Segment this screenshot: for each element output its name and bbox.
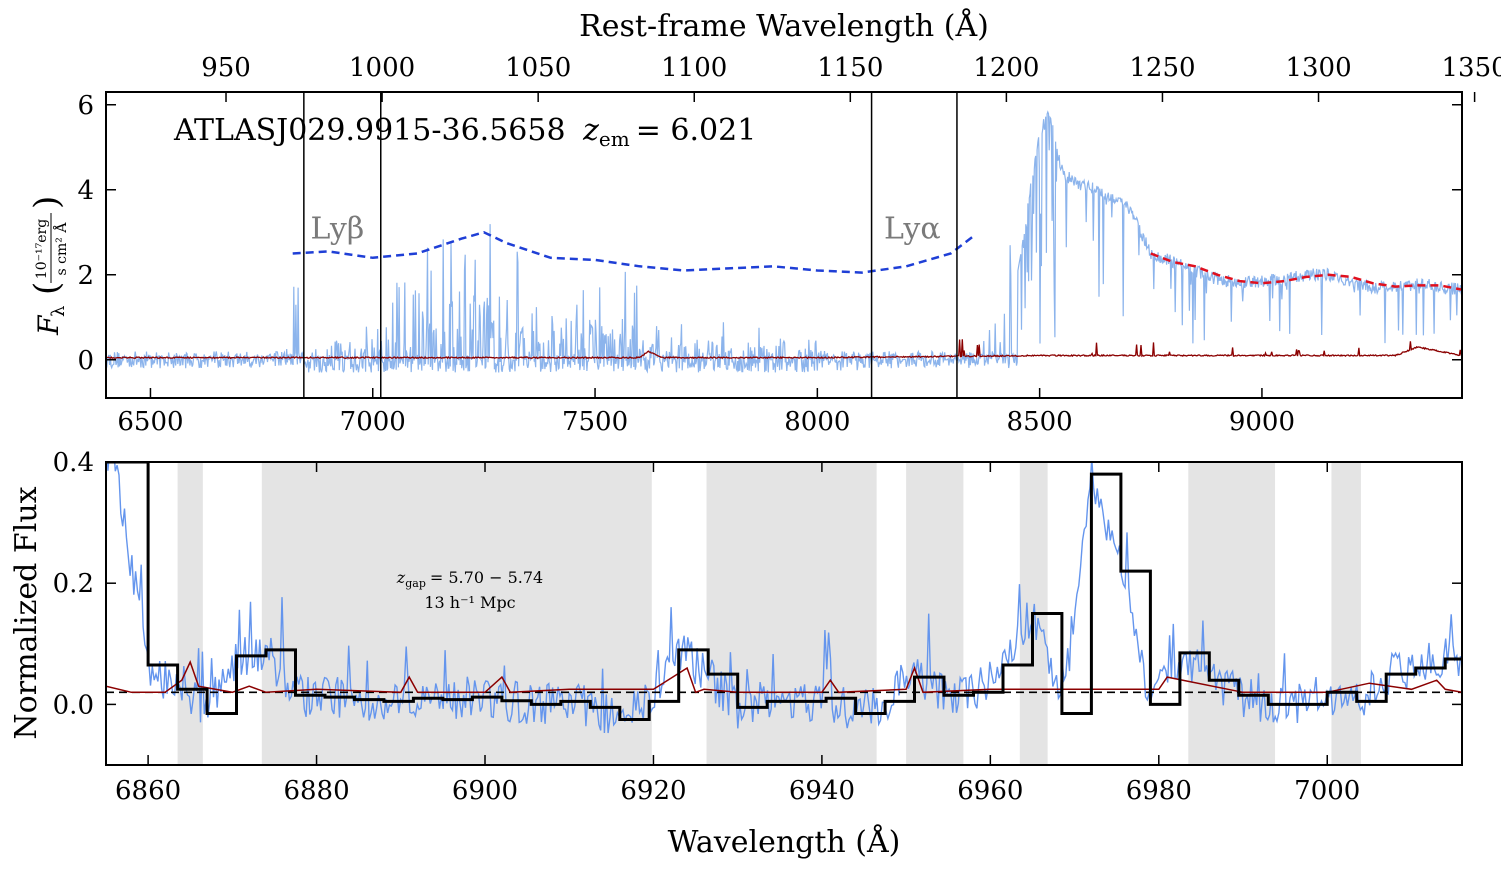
top-ytick-label-0: 0 [77, 346, 94, 376]
line-label-1: Lyα [884, 212, 941, 247]
line-label-0: Lyβ [311, 212, 365, 247]
top-xtick-label-0: 6500 [117, 407, 183, 437]
bottom-xtick-label-2: 6900 [452, 776, 518, 806]
rest-xtick-label-6: 1250 [1129, 53, 1195, 83]
bottom-xtick-label-5: 6960 [957, 776, 1023, 806]
bottom-ytick-label-0: 0.0 [53, 690, 94, 720]
rest-xtick-label-5: 1200 [973, 53, 1039, 83]
series-error [106, 339, 1462, 360]
bottom-xtick-label-6: 6980 [1126, 776, 1192, 806]
shaded-region-5 [1188, 462, 1276, 765]
bottom-xtick-label-1: 6880 [283, 776, 349, 806]
shaded-region-2 [706, 462, 877, 765]
top-xtick-label-5: 9000 [1229, 407, 1295, 437]
top-ytick-label-2: 4 [77, 176, 94, 206]
bottom-xtick-label-0: 6860 [115, 776, 181, 806]
svg-text:10⁻¹⁷erg: 10⁻¹⁷erg [34, 219, 50, 279]
bottom-xlabel: Wavelength (Å) [668, 824, 901, 860]
top-panel: 6500 7000 7500 8000 8500 9000 0 2 4 6 950 1000 1050 1… [27, 8, 1501, 437]
bottom-xtick-label-7: 7000 [1294, 776, 1360, 806]
rest-xtick-label-0: 950 [201, 53, 251, 83]
shaded-region-1 [261, 462, 652, 765]
bottom-xtick-label-4: 6940 [789, 776, 855, 806]
series-binned [106, 462, 1462, 721]
svg-text:F: F [32, 314, 65, 336]
top-xtick-label-2: 7500 [562, 407, 628, 437]
rest-xtick-label-7: 1300 [1285, 53, 1351, 83]
series-flux [106, 110, 1462, 374]
rest-xtick-label-3: 1100 [661, 53, 727, 83]
shaded-region-6 [1331, 462, 1361, 765]
svg-text:(: ( [27, 282, 67, 295]
bottom-panel: 6860 6880 6900 6920 6940 6960 6980 7000 0.0 0.2 0.… [9, 448, 1463, 860]
top-ytick-label-1: 2 [77, 261, 94, 291]
svg-text:s cm² Å: s cm² Å [52, 222, 70, 276]
shaded-region-3 [906, 462, 964, 765]
bottom-ytick-label-2: 0.4 [53, 448, 94, 478]
shaded-region-0 [177, 462, 203, 765]
top-xtick-label-3: 8000 [784, 407, 850, 437]
svg-text:λ: λ [48, 306, 69, 317]
top-ylabel: F λ ( 10⁻¹⁷erg s cm² Å ) [27, 196, 70, 336]
series-continuum-blue [292, 230, 974, 274]
rest-xtick-label-8: 1350 [1442, 53, 1501, 83]
top-ytick-label-3: 6 [77, 91, 94, 121]
top-axes-frame [105, 91, 1463, 399]
rest-xtick-label-1: 1000 [349, 53, 415, 83]
top-xtick-label-1: 7000 [340, 407, 406, 437]
top-annotation: ATLASJ029.9915-36.5658 zem = 6.021 [173, 113, 756, 151]
bottom-xtick-label-3: 6920 [620, 776, 686, 806]
bottom-ytick-label-1: 0.2 [53, 569, 94, 599]
svg-text:): ) [27, 196, 67, 209]
rest-xtick-label-4: 1150 [817, 53, 883, 83]
gap-annotation-line2: 13 h⁻¹ Mpc [424, 593, 515, 612]
series-bottom-flux [106, 462, 1462, 734]
gap-annotation-line1: zgap = 5.70 − 5.74 [396, 568, 543, 590]
top-xlabel: Rest-frame Wavelength (Å) [579, 8, 989, 44]
bottom-ylabel: Normalized Flux [9, 486, 44, 739]
bottom-axes-frame [105, 461, 1463, 766]
series-continuum-red [1150, 252, 1462, 291]
rest-xtick-label-2: 1050 [505, 53, 571, 83]
top-xtick-label-4: 8500 [1007, 407, 1073, 437]
